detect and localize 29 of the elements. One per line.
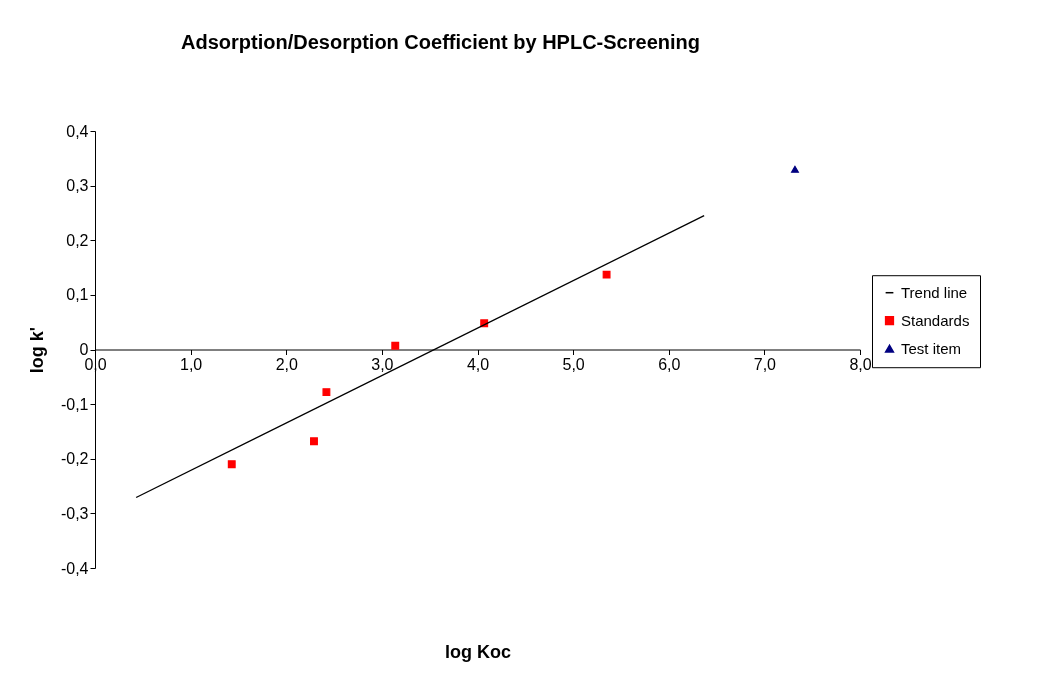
y-tick-label: 0,4 <box>66 122 89 140</box>
x-axis-title: log Koc <box>445 641 511 662</box>
legend-label: Standards <box>901 311 970 329</box>
y-tick-label: 0,1 <box>66 286 89 304</box>
y-tick-label: 0,3 <box>66 177 89 195</box>
x-tick-label: 4,0 <box>466 356 490 373</box>
point <box>602 270 611 279</box>
point <box>391 341 400 350</box>
x-tick-label: 7,0 <box>753 356 777 373</box>
y-tick-label: 0 <box>79 341 89 358</box>
point <box>310 437 318 446</box>
x-tick-label: 5,0 <box>562 356 585 373</box>
point <box>791 165 799 173</box>
y-tick-label: 0,2 <box>66 231 89 249</box>
y-axis-title: log k' <box>26 326 47 374</box>
x-tick-label: 6,0 <box>658 356 681 373</box>
point <box>227 460 236 469</box>
x-tick-label: 8,0 <box>849 356 872 373</box>
y-tick-label: -0,4 <box>60 559 89 577</box>
x-tick-label: 2,0 <box>275 356 298 373</box>
chart-title: Adsorption/Desorption Coefficient by HPLC-Screening <box>181 31 700 53</box>
legend-label: Test item <box>901 339 962 357</box>
legend-label: Trend line <box>901 283 968 301</box>
point <box>322 388 331 397</box>
x-tick-label: 3,0 <box>371 356 394 373</box>
y-tick-label: -0,2 <box>60 450 89 468</box>
y-tick-label: -0,1 <box>60 395 89 413</box>
x-tick-label: 1,0 <box>180 356 203 373</box>
y-tick-label: -0,3 <box>60 504 89 522</box>
